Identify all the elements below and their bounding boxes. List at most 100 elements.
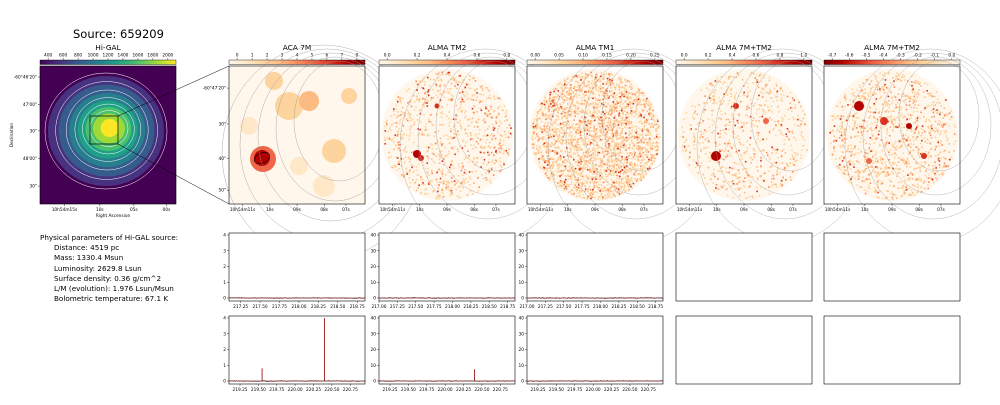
hotspot-alma-tm2-2 (434, 103, 440, 109)
spec-xtick-label-3-2: 217.50 (556, 304, 571, 310)
spec-xtick-label-1-3: 218.00 (291, 304, 306, 310)
spec-ytick-label-5-3: 30 (371, 331, 377, 337)
spectrum-line-1 (228, 296, 366, 300)
spec-xtick-label-2-1: 217.25 (390, 304, 405, 310)
spec-ytick-label-4-0: 0 (223, 379, 226, 385)
colorbar-tick-label-aca-7m-4: 4 (296, 53, 299, 59)
frame-hi-gal (39, 65, 177, 205)
spec-xtick-label-2-6: 218.50 (482, 304, 497, 310)
aca-blob-3 (322, 139, 346, 163)
spec-xtick-label-5-1: 219.50 (401, 387, 416, 393)
panel-title-alma-7m-tm2: ALMA 7M+TM2 (716, 43, 772, 52)
colorbar-tick-label-alma-7m-tm2-residual-3: -0.4 (879, 53, 888, 59)
colorbar-alma-tm1: 0.00 0.05 0.10 0.15 0.20 0.25 ALMA TM1 (526, 43, 664, 65)
spectrum-panel-4: 0 1 2 3 4 219.25 219.50 219.75 220.00 220.25 220.5… (223, 316, 366, 393)
xtick-label-alma-tm1-3: 08s (618, 207, 626, 213)
panel-title-aca-7m: ACA 7M (283, 43, 312, 52)
spec-xtick-label-5-0: 219.25 (383, 387, 398, 393)
empty-panels (675, 232, 961, 385)
zoom-line-top (117, 65, 230, 117)
xtick-label-alma-7m-tm2-residual-4: 07s (937, 207, 945, 213)
spec-xtick-label-6-4: 220.25 (604, 387, 619, 393)
spec-xtick-label-4-2: 219.75 (269, 387, 284, 393)
higal-contour-2 (65, 89, 149, 171)
spec-xtick-label-3-4: 218.00 (593, 304, 608, 310)
axes-alma-tm1: 10h54m11s 10s 09s 08s 07s (526, 65, 664, 213)
xtick-label-alma-7m-tm2-1: 10s (713, 207, 721, 213)
xtick-label-aca-7m-4: 07s (342, 207, 350, 213)
aca-blob-6 (341, 88, 357, 104)
spec-xtick-label-5-3: 220.00 (438, 387, 453, 393)
hotspot-alma-7m-tm2-residual-1 (880, 117, 888, 125)
colorbar-tick-label-hi-gal-5: 1400 (117, 53, 128, 59)
aca-blob-1 (299, 91, 319, 111)
zoom-line-bottom (117, 143, 230, 205)
spectrum-panel-1: 0 1 2 3 4 217.25 217.50 217.75 218.00 218.25 218.5… (223, 233, 366, 310)
spec-ytick-label-3-1: 10 (519, 280, 525, 286)
spec-ytick-label-1-2: 2 (223, 264, 226, 270)
colorbar-tick-label-alma-7m-tm2-residual-2: -0.5 (862, 53, 871, 59)
axes-alma-7m-tm2-residual: 10h54m11s 10s 09s 08s 07s (823, 65, 961, 213)
colorbar-tick-label-alma-tm1-4: 0.20 (626, 53, 636, 59)
xtick-label-aca-7m-3: 08s (320, 207, 328, 213)
spec-xtick-label-3-3: 217.75 (575, 304, 590, 310)
spec-xtick-label-1-6: 218.75 (350, 304, 365, 310)
higal-image (40, 66, 176, 204)
spec-xtick-label-2-7: 218.75 (500, 304, 515, 310)
colorbar-tick-label-aca-7m-8: 8 (355, 53, 358, 59)
empty-panel-3 (675, 315, 813, 385)
aca-core-contour (254, 152, 270, 164)
spec-xtick-label-5-6: 220.75 (493, 387, 508, 393)
aca-background (229, 66, 365, 204)
higal-contour-0 (44, 72, 168, 190)
spec-ytick-label-2-0: 0 (373, 296, 376, 302)
spec-ytick-label-6-3: 30 (519, 331, 525, 337)
spec-ytick-label-2-2: 20 (371, 264, 377, 270)
colorbar-tick-label-alma-7m-tm2-2: 0.4 (729, 53, 736, 59)
ytick-label-hi-gal-3: 48'00" (23, 156, 37, 162)
xlabel-hi-gal: Right Ascension (96, 213, 131, 219)
axes-hi-gal: 10h54m15s 10s 05s 00s -60°46'20" 47'00" 30" 48'… (9, 65, 177, 219)
aca-core-inner (254, 150, 270, 166)
colorbar-tick-label-alma-7m-tm2-0: 0.0 (681, 53, 688, 59)
hotspot-alma-7m-tm2-residual-2 (906, 123, 912, 129)
spec-xtick-label-5-2: 219.75 (419, 387, 434, 393)
param-lm-evolution: L/M (evolution): 1.976 Lsun/Msun (54, 284, 174, 294)
spec-ytick-label-1-1: 1 (223, 280, 226, 286)
spec-xtick-label-6-2: 219.75 (567, 387, 582, 393)
noise-alma-tm1 (531, 71, 661, 201)
hotspot-alma-7m-tm2-residual-0 (854, 101, 864, 111)
spec-xtick-label-1-1: 217.50 (253, 304, 268, 310)
spectrum-line-2 (378, 296, 516, 300)
xtick-label-alma-7m-tm2-0: 10h54m11s (677, 207, 703, 213)
spec-ytick-label-3-0: 0 (521, 296, 524, 302)
physical-parameters: Physical parameters of Hi-GAL source: Di… (40, 233, 178, 304)
spectrum-line-3 (526, 296, 664, 300)
colorbar-tick-label-alma-7m-tm2-residual-1: -0.6 (845, 53, 854, 59)
xtick-label-alma-tm2-3: 08s (470, 207, 478, 213)
colorbar-aca-7m: 0 1 2 3 4 5 6 7 8 ACA 7M (228, 43, 366, 65)
spec-xtick-label-4-3: 220.00 (288, 387, 303, 393)
source-title: Source: 659209 (73, 27, 164, 41)
spec-xtick-label-2-5: 218.25 (463, 304, 478, 310)
spec-ytick-label-5-2: 20 (371, 347, 377, 353)
xtick-label-alma-tm1-2: 09s (591, 207, 599, 213)
spec-xtick-label-1-0: 217.25 (233, 304, 248, 310)
spec-xtick-label-3-5: 218.25 (611, 304, 626, 310)
xtick-label-alma-tm2-4: 07s (492, 207, 500, 213)
empty-panel-1 (675, 232, 813, 302)
axes-alma-7m-tm2: 10h54m11s 10s 09s 08s 07s (675, 65, 813, 213)
xtick-label-hi-gal-0: 10h54m15s (52, 207, 78, 213)
spec-ytick-label-4-2: 2 (223, 347, 226, 353)
colorbar-tick-label-hi-gal-2: 800 (74, 53, 82, 59)
xtick-label-hi-gal-1: 10s (96, 207, 104, 213)
hotspot-alma-7m-tm2-0 (711, 151, 721, 161)
spec-xtick-label-4-4: 220.25 (306, 387, 321, 393)
colorbar-tick-label-aca-7m-3: 3 (281, 53, 284, 59)
spec-xtick-label-5-5: 220.50 (474, 387, 489, 393)
aca-blob-0 (275, 92, 303, 120)
colorbar-tick-label-alma-tm1-2: 0.10 (578, 53, 588, 59)
